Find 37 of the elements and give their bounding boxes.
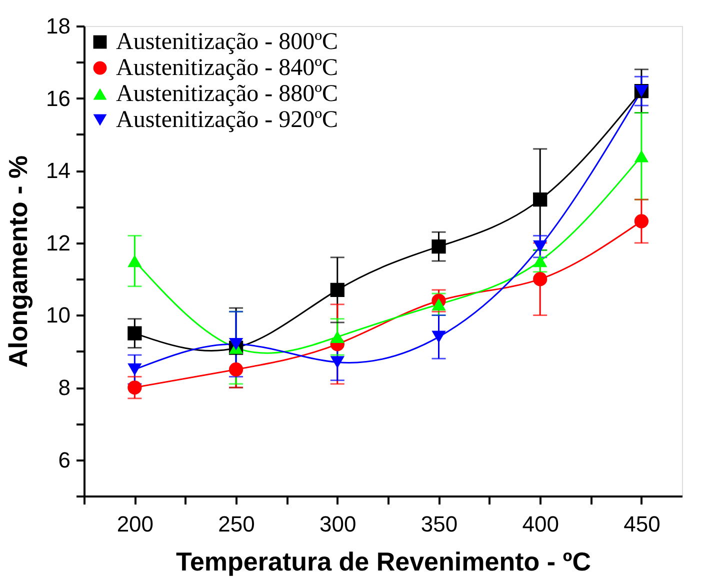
point xyxy=(128,380,142,395)
point xyxy=(533,240,548,253)
point xyxy=(330,356,344,368)
point xyxy=(533,254,548,268)
x-tick-label: 300 xyxy=(320,512,356,536)
x-tick-label: 250 xyxy=(218,512,255,536)
point xyxy=(533,272,548,286)
legend-label: Austenitização - 920ºC xyxy=(116,107,338,133)
y-tick-label: 16 xyxy=(46,86,70,111)
point xyxy=(432,298,446,311)
x-tick-label: 450 xyxy=(624,512,660,536)
point xyxy=(128,363,142,376)
y-tick-label: 14 xyxy=(46,158,70,184)
legend-label: Austenitização - 880ºC xyxy=(116,81,338,107)
x-tick-label: 400 xyxy=(522,512,559,536)
y-tick-label: 10 xyxy=(46,302,70,328)
point xyxy=(228,338,244,350)
x-tick-label: 350 xyxy=(420,512,458,536)
legend-label: Austenitização - 800ºC xyxy=(116,29,338,55)
y-axis-title: Alongamento - % xyxy=(3,155,34,368)
point xyxy=(128,254,142,268)
point xyxy=(432,239,446,254)
y-tick-label: 18 xyxy=(46,14,70,38)
point xyxy=(228,362,244,377)
y-tick-label: 6 xyxy=(58,447,70,472)
point xyxy=(634,214,649,228)
point xyxy=(634,150,649,162)
point xyxy=(533,192,548,207)
legend-label: Austenitização - 840ºC xyxy=(116,55,338,81)
point xyxy=(330,330,344,344)
point xyxy=(128,326,142,340)
point xyxy=(330,282,344,297)
y-tick-label: 8 xyxy=(58,375,70,400)
point xyxy=(432,330,446,344)
x-axis-title: Temperatura de Revenimento - ºC xyxy=(176,546,592,576)
x-tick-label: 200 xyxy=(116,512,154,536)
y-tick-label: 12 xyxy=(46,230,70,256)
